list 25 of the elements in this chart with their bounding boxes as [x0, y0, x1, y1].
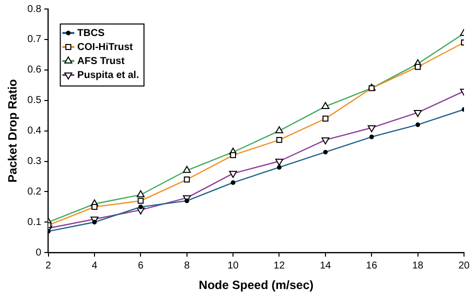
x-tick-label: 20	[458, 260, 470, 272]
x-tick-label: 4	[92, 260, 98, 272]
x-tick-label: 12	[274, 260, 286, 272]
y-tick-label: 0.7	[27, 34, 42, 46]
x-tick-label: 6	[138, 260, 144, 272]
y-tick-label: 0.8	[27, 4, 42, 15]
y-tick-label: 0.1	[27, 216, 42, 228]
y-tick-label: 0.3	[27, 156, 42, 167]
y-tick-label: 0.4	[27, 126, 42, 137]
y-tick-label: 0.2	[27, 186, 42, 198]
y-axis-title: Packet Drop Ratio	[6, 79, 20, 182]
legend-label: COI-HiTrust	[77, 42, 134, 53]
x-tick-label: 14	[320, 260, 332, 272]
y-tick-label: 0	[36, 247, 42, 258]
x-tick-label: 8	[184, 260, 190, 272]
y-tick-label: 0.5	[27, 95, 42, 106]
y-tick-label: 0.6	[27, 64, 42, 76]
x-tick-label: 2	[46, 260, 52, 272]
x-tick-label: 18	[412, 260, 424, 272]
x-tick-label: 16	[366, 260, 378, 272]
x-tick-label: 10	[227, 260, 240, 272]
legend-label: AFS Trust	[77, 56, 126, 67]
x-axis-title: Node Speed (m/sec)	[198, 278, 314, 292]
legend-label: Puspita et al.	[77, 70, 140, 81]
legend-label: TBCS	[77, 28, 105, 39]
